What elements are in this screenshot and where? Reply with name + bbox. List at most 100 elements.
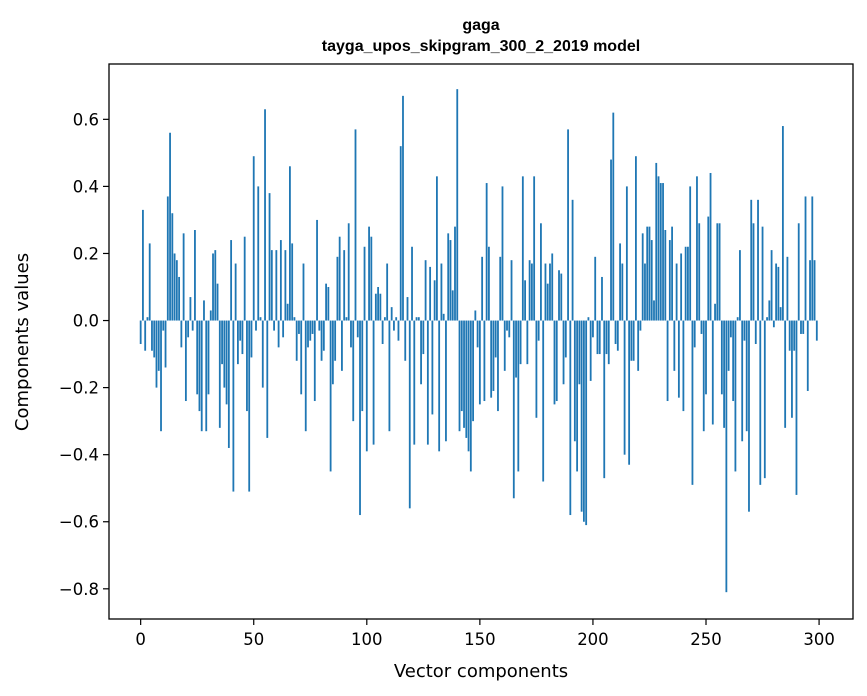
- bar: [542, 320, 545, 482]
- bar: [635, 156, 637, 321]
- x-tick-label: 150: [464, 630, 496, 649]
- bar: [569, 320, 572, 516]
- bar: [207, 320, 210, 395]
- bar: [587, 317, 590, 321]
- x-tick-label: 200: [577, 630, 609, 649]
- bar: [517, 320, 520, 472]
- bar: [341, 320, 343, 371]
- bar: [433, 280, 436, 321]
- bar: [277, 320, 280, 348]
- bar: [485, 183, 488, 321]
- bar: [279, 240, 282, 321]
- bar: [388, 320, 391, 432]
- bar: [442, 313, 445, 321]
- bar: [449, 240, 452, 321]
- bar: [592, 320, 594, 338]
- bar: [684, 246, 687, 321]
- bar: [777, 266, 780, 321]
- bar: [155, 320, 158, 388]
- bar: [259, 317, 262, 321]
- bar: [268, 193, 271, 321]
- bar: [338, 236, 341, 321]
- bar: [307, 320, 309, 348]
- bar: [716, 223, 719, 321]
- bar: [429, 266, 432, 321]
- bar: [451, 290, 454, 321]
- bar: [239, 320, 242, 341]
- bar: [374, 293, 377, 321]
- bar: [752, 223, 755, 321]
- bar: [205, 320, 208, 432]
- bar: [535, 320, 538, 418]
- bar: [702, 320, 705, 432]
- bar: [508, 320, 511, 338]
- bar: [436, 176, 438, 321]
- bar: [230, 240, 233, 321]
- bar: [605, 320, 608, 355]
- bar: [770, 250, 773, 321]
- bar: [582, 320, 585, 522]
- bar: [671, 226, 673, 321]
- bar: [648, 226, 651, 321]
- y-axis-label: Components values: [12, 253, 33, 431]
- bar: [546, 283, 549, 321]
- bar: [784, 320, 787, 428]
- bar: [492, 320, 495, 391]
- bar: [549, 263, 551, 321]
- bar: [397, 320, 400, 341]
- bar: [644, 263, 646, 321]
- bar: [515, 320, 517, 378]
- bar: [761, 226, 764, 321]
- bar: [709, 172, 712, 321]
- bar: [246, 320, 248, 412]
- bar: [169, 132, 171, 321]
- bar: [757, 199, 759, 321]
- bar: [723, 320, 726, 428]
- bar: [689, 186, 692, 321]
- bar: [503, 320, 506, 371]
- bar: [325, 283, 327, 321]
- y-axis-ticks: −0.8 −0.6 −0.4 −0.2 0.0 0.2 0.4 0.6: [59, 110, 109, 599]
- bar: [497, 320, 499, 412]
- bar: [469, 320, 472, 472]
- bar: [426, 320, 429, 445]
- bar: [347, 223, 350, 321]
- bar: [415, 317, 418, 321]
- bar: [189, 297, 192, 321]
- bar: [221, 320, 223, 365]
- bar: [243, 236, 246, 321]
- bar: [580, 320, 583, 512]
- bar: [766, 317, 768, 321]
- bar: [454, 226, 456, 321]
- bar: [659, 183, 662, 321]
- bar: [345, 317, 348, 321]
- bar: [198, 320, 201, 412]
- bar: [194, 230, 196, 321]
- y-tick-label: −0.8: [59, 580, 99, 599]
- bar: [720, 320, 723, 395]
- bar: [295, 320, 298, 361]
- bar: [275, 250, 278, 321]
- bar: [390, 307, 393, 321]
- bar: [284, 250, 287, 321]
- bar: [481, 256, 484, 321]
- bar: [257, 186, 260, 321]
- bar: [625, 186, 628, 321]
- bar: [655, 162, 658, 321]
- bar: [270, 250, 273, 321]
- bar: [359, 320, 361, 516]
- bar: [148, 243, 151, 321]
- bar: [811, 196, 814, 321]
- bar: [714, 303, 716, 321]
- bar: [578, 320, 581, 385]
- plot-frame: [108, 63, 854, 620]
- bar: [368, 226, 370, 321]
- chart-subtitle: tayga_upos_skipgram_300_2_2019 model: [322, 38, 640, 55]
- bar: [184, 320, 187, 402]
- bar: [598, 320, 601, 355]
- bar: [311, 320, 314, 334]
- bar: [562, 320, 565, 385]
- bars-group: [139, 89, 818, 593]
- bar: [196, 320, 199, 395]
